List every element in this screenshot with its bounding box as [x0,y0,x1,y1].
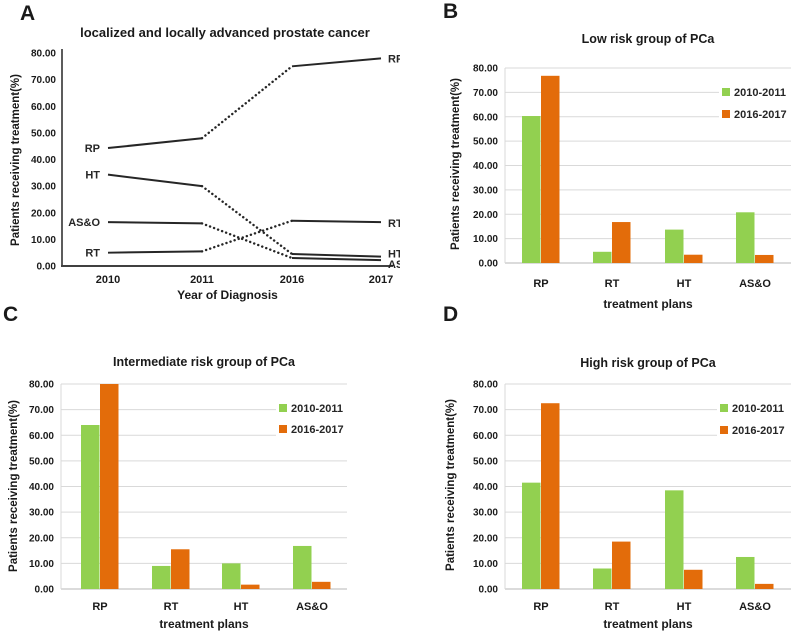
bar-chart-plot-area: 0.00 10.00 20.00 30.00 40.00 50.00 60.00 70.00 8… [473,64,794,290]
chart-title: High risk group of PCa [580,356,716,370]
svg-text:70.00: 70.00 [31,75,56,86]
svg-text:60.00: 60.00 [29,431,54,442]
svg-text:HT: HT [234,601,249,613]
panel-b-bar-chart: Low risk group of PCa Patients receiving… [400,0,794,316]
svg-text:HT: HT [677,278,692,290]
svg-text:RT: RT [164,601,179,613]
svg-text:80.00: 80.00 [473,64,498,75]
x-axis-label: Year of Diagnosis [177,288,278,302]
svg-text:80.00: 80.00 [473,380,498,391]
svg-text:AS&O: AS&O [68,217,100,229]
svg-text:40.00: 40.00 [473,161,498,172]
svg-text:RP: RP [92,601,107,613]
panel-letter-c: C [3,303,19,326]
svg-text:RP: RP [533,601,548,613]
svg-text:10.00: 10.00 [473,559,498,570]
svg-text:40.00: 40.00 [31,155,56,166]
x-axis-label: treatment plans [603,617,693,631]
svg-text:50.00: 50.00 [29,456,54,467]
svg-text:RT: RT [605,278,620,290]
svg-text:20.00: 20.00 [31,208,56,219]
svg-text:RT: RT [605,601,620,613]
svg-text:2010-2011: 2010-2011 [291,403,343,415]
svg-text:50.00: 50.00 [473,456,498,467]
panel-letter-d: D [443,303,459,326]
svg-text:2016-2017: 2016-2017 [732,425,785,437]
svg-text:10.00: 10.00 [29,559,54,570]
bar-chart-plot-area: 0.00 10.00 20.00 30.00 40.00 50.00 60.00 70.00 8… [29,380,352,613]
panel-letter-a: A [20,2,36,25]
svg-text:0.00: 0.00 [479,259,499,270]
svg-text:30.00: 30.00 [473,185,498,196]
svg-text:30.00: 30.00 [473,508,498,519]
x-axis-label: treatment plans [159,617,249,631]
svg-text:AS&O: AS&O [388,259,400,271]
svg-text:0.00: 0.00 [35,585,55,596]
svg-text:2016-2017: 2016-2017 [734,109,787,121]
svg-text:2011: 2011 [190,274,214,286]
svg-text:60.00: 60.00 [473,112,498,123]
svg-text:10.00: 10.00 [31,235,56,246]
svg-text:2010: 2010 [96,274,120,286]
svg-text:2016: 2016 [280,274,304,286]
svg-text:HT: HT [388,249,400,261]
svg-text:RT: RT [85,248,100,260]
svg-text:RP: RP [533,278,548,290]
svg-text:2017: 2017 [369,274,393,286]
svg-text:HT: HT [85,170,100,182]
svg-text:RT: RT [388,218,400,230]
line-chart-plot-area: 0.00 10.00 20.00 30.00 40.00 50.00 60.00 70.00 8… [31,49,400,287]
svg-text:RP: RP [388,53,400,65]
svg-text:40.00: 40.00 [29,482,54,493]
chart-title: localized and locally advanced prostate … [80,25,370,40]
svg-text:30.00: 30.00 [31,182,56,193]
svg-text:40.00: 40.00 [473,482,498,493]
svg-text:20.00: 20.00 [473,533,498,544]
bar-chart-plot-area: 0.00 10.00 20.00 30.00 40.00 50.00 60.00 70.00 8… [473,380,793,613]
svg-text:AS&O: AS&O [296,601,328,613]
svg-text:60.00: 60.00 [31,102,56,113]
chart-title: Low risk group of PCa [581,32,715,46]
x-axis-label: treatment plans [603,297,693,311]
chart-title: Intermediate risk group of PCa [113,355,295,369]
panel-d-bar-chart: High risk group of PCa Patients receivin… [400,316,794,633]
svg-text:70.00: 70.00 [29,405,54,416]
panel-c-bar-chart: Intermediate risk group of PCa Patients … [0,316,400,633]
svg-text:0.00: 0.00 [37,262,57,273]
svg-text:AS&O: AS&O [739,601,771,613]
svg-text:80.00: 80.00 [29,380,54,391]
svg-text:70.00: 70.00 [473,405,498,416]
svg-text:2016-2017: 2016-2017 [291,424,344,436]
panel-letter-b: B [443,0,459,23]
svg-text:2010-2011: 2010-2011 [732,403,784,415]
svg-text:80.00: 80.00 [31,49,56,60]
svg-text:0.00: 0.00 [479,585,499,596]
svg-text:20.00: 20.00 [473,210,498,221]
svg-text:HT: HT [677,601,692,613]
svg-text:50.00: 50.00 [473,137,498,148]
panel-a-line-chart: localized and locally advanced prostate … [0,0,400,316]
svg-text:10.00: 10.00 [473,234,498,245]
svg-text:50.00: 50.00 [31,128,56,139]
svg-text:20.00: 20.00 [29,533,54,544]
svg-text:AS&O: AS&O [739,278,771,290]
svg-text:RP: RP [85,143,100,155]
svg-text:30.00: 30.00 [29,508,54,519]
svg-text:2010-2011: 2010-2011 [734,87,786,99]
svg-text:70.00: 70.00 [473,88,498,99]
svg-text:60.00: 60.00 [473,431,498,442]
